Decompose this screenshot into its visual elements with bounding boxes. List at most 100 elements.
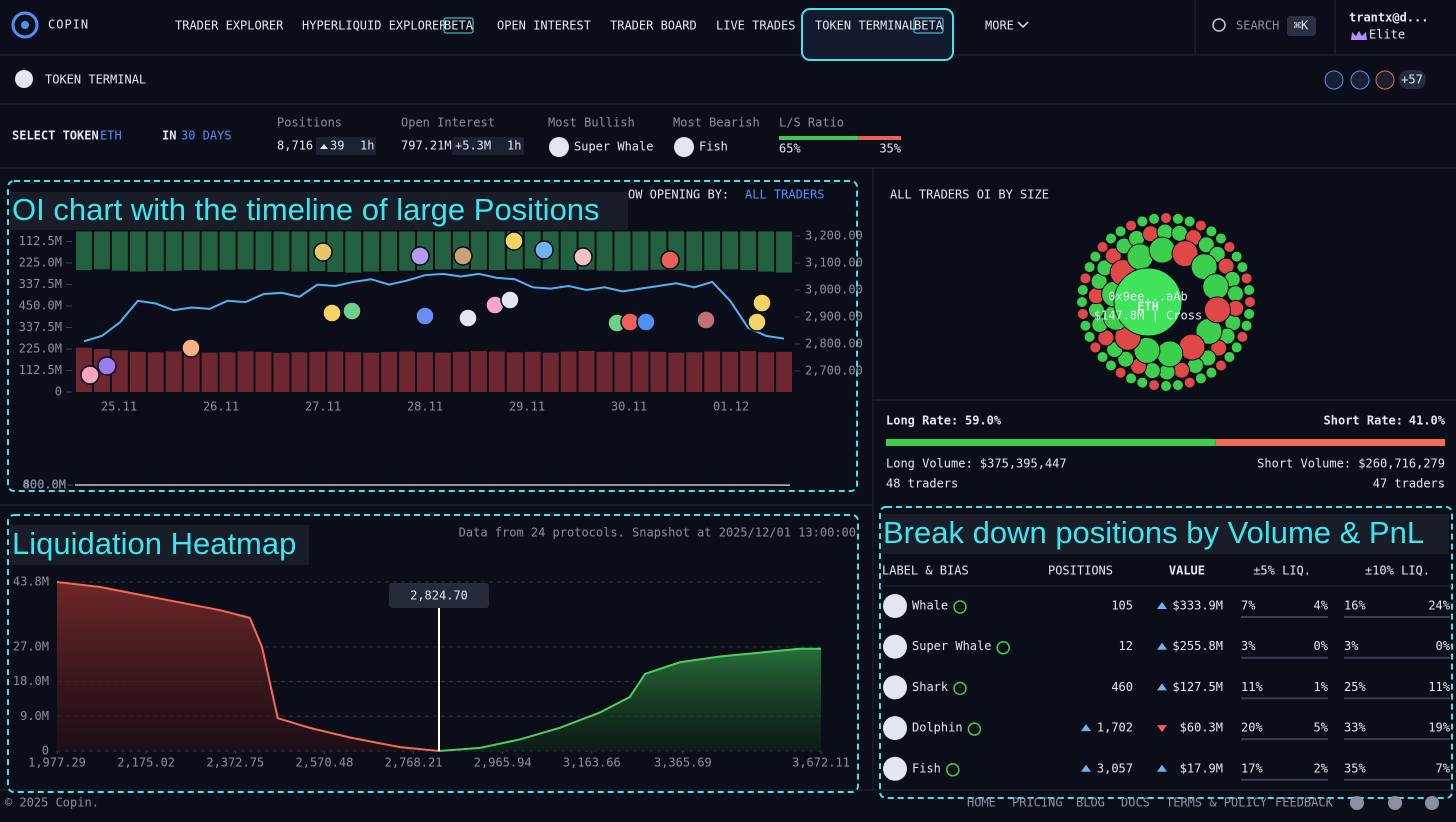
position-avatar [80,365,100,385]
trader-bubble [1089,250,1102,263]
footer-link[interactable]: FEEDBACK [1275,796,1334,810]
row-label: Shark [912,680,949,694]
nav-item[interactable]: TRADER EXPLORER [175,19,284,33]
gauge [967,722,982,736]
trader-bubble [1199,349,1217,367]
token[interactable]: ETH [100,129,122,143]
trader-bubble [1194,219,1207,232]
volume-label: Short Volume: $260,716,279 [1257,457,1445,471]
long-oi-bar [776,231,792,273]
trend-arrow [1081,764,1091,772]
up-arrow [320,144,328,149]
search[interactable]: SEARCH [1236,19,1279,33]
price-line [83,272,785,343]
trader-bubble [1083,330,1096,343]
x-tick-label: 2,372.75 [206,756,264,770]
long-oi-bar [399,231,416,271]
liq-long: 35% [1344,761,1366,775]
liq-short: 4% [1314,599,1329,613]
short-oi-bar [758,352,775,392]
footer-link[interactable]: HOME [967,796,996,810]
stat-value: Super Whale [574,140,653,154]
liq-short: 11% [1428,680,1450,694]
trader-bubble [1171,240,1199,268]
nav-item[interactable]: HYPERLIQUID EXPLORER [302,19,447,33]
y-tick-label: 400.0M [23,478,66,492]
trader-bubble [1240,319,1253,332]
y-tick-label: 800.0M [23,478,66,492]
short-oi-bar [147,352,164,392]
stat-interval: 1h [507,139,521,153]
short-oi-bar [722,351,739,392]
short-oi-bar [596,351,613,392]
long-oi-bar [345,231,362,273]
position-avatar [636,312,656,332]
value: $17.9M [1180,761,1223,775]
nav-item[interactable]: LIVE TRADES [716,19,795,33]
token-icon [15,70,33,88]
trader-bubble [1160,380,1172,392]
footer-link[interactable]: BLOG [1076,796,1105,810]
positions: 3,057 [1097,761,1133,775]
y-tick-label: 450.0M [19,299,62,313]
trader-bubble [1156,340,1184,368]
short-oi-bar [578,350,595,392]
bias-icon [883,634,907,659]
long-oi-bar [740,231,757,271]
trader-bubble [1148,379,1161,392]
value: $60.3M [1180,721,1223,735]
liq-short: 1% [1314,680,1329,694]
filter-value[interactable]: ALL TRADERS [745,188,824,202]
trader-bubble [1096,240,1109,253]
short-rate-bar [1215,439,1445,446]
trader-bubble [1236,261,1249,274]
column-header[interactable]: ±5% LIQ. [1253,564,1311,578]
long-oi-bar [704,231,721,271]
footer-link[interactable]: PRICING [1012,796,1063,810]
positions: 1,702 [1097,721,1133,735]
y-tick-label: 225.0M [19,342,62,356]
short-oi-bar [165,351,182,392]
period[interactable]: 30 DAYS [181,129,232,143]
beta-badge [443,17,474,34]
trend-arrow [1157,764,1167,772]
nav-item[interactable]: OPEN INTEREST [497,19,591,33]
liq-line [438,647,821,752]
footer-link[interactable]: TERMS & POLICY [1166,796,1268,810]
copyright: © 2025 Copin. [5,796,99,810]
long-oi-bar [201,231,218,271]
position-avatar [181,338,201,358]
column-header[interactable]: POSITIONS [1048,564,1113,578]
long-oi-bar [722,231,739,270]
long-oi-bar [596,231,613,271]
column-header[interactable]: ±10% LIQ. [1365,564,1430,578]
liq-short: 5% [1314,721,1329,735]
trend-arrow [1157,642,1167,650]
y-tick-label: 27.0M [13,639,49,653]
position-avatar [696,310,716,330]
nav-item[interactable]: TRADER BOARD [610,19,697,33]
rate-label: Short Rate: [1324,414,1403,428]
filter-label: OW OPENING BY: [628,188,729,202]
select-label: SELECT TOKEN [12,129,99,143]
short-oi-bar [470,351,487,392]
bias-icon [883,594,907,618]
column-header[interactable]: VALUE [1169,564,1205,578]
short-oi-bar [399,351,416,392]
short-oi-bar [327,351,344,392]
beta-badge [913,17,944,34]
nav-item[interactable]: TOKEN TERMINAL [815,19,916,33]
position-avatar [500,290,520,310]
ratio-bar [858,136,901,140]
trader-bubble [1230,250,1243,263]
value: $333.9M [1172,599,1223,613]
beta-label: BETA [444,19,474,33]
trend-arrow [1157,683,1167,691]
liq-long: 7% [1241,599,1256,613]
trader-bubble [1079,319,1092,332]
trader-bubble [1171,212,1184,225]
liq-short: 0% [1314,639,1329,653]
nav-item[interactable]: MORE [985,19,1014,33]
liq-long: 11% [1241,680,1263,694]
footer-link[interactable]: DOCS [1121,796,1150,810]
